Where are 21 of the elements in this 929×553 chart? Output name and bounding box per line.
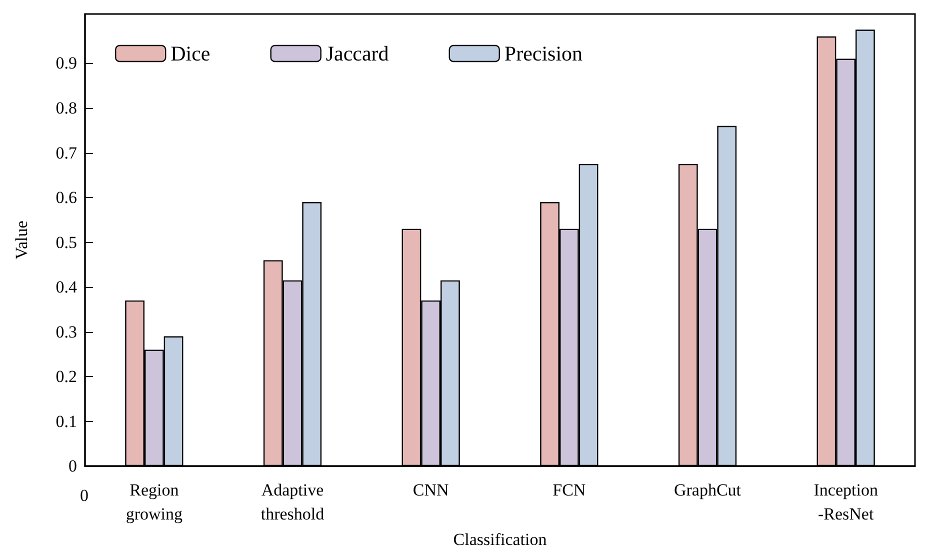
legend-label: Precision (504, 42, 584, 66)
x-axis-title: Classification (453, 530, 548, 549)
y-tick-label: 0 (68, 456, 77, 476)
y-tick-label: 0.3 (56, 322, 77, 342)
y-tick-label: 0.8 (56, 98, 77, 118)
legend-label: Dice (170, 42, 210, 66)
y-tick-label: 0.1 (56, 412, 77, 431)
y-tick-label: 0.2 (56, 367, 77, 386)
x-tick-label: GraphCut (674, 480, 742, 500)
x-tick-label: Inception -ResNet (814, 480, 878, 524)
y-tick-label: 0.7 (56, 143, 78, 162)
x-tick-label: FCN (552, 480, 586, 500)
y-tick-label: 0.5 (56, 232, 77, 252)
legend-label: Jaccard (326, 42, 390, 66)
y-tick-label: 0.9 (56, 54, 77, 73)
y-axis-title: Value (12, 220, 31, 260)
y-tick-label: 0.6 (56, 188, 77, 208)
x-tick-label: CNN (412, 480, 449, 500)
y-tick-label: 0.4 (56, 278, 78, 297)
x-tick-label: Region growing (126, 480, 183, 524)
x-tick-label: Adaptive threshold (260, 480, 325, 524)
